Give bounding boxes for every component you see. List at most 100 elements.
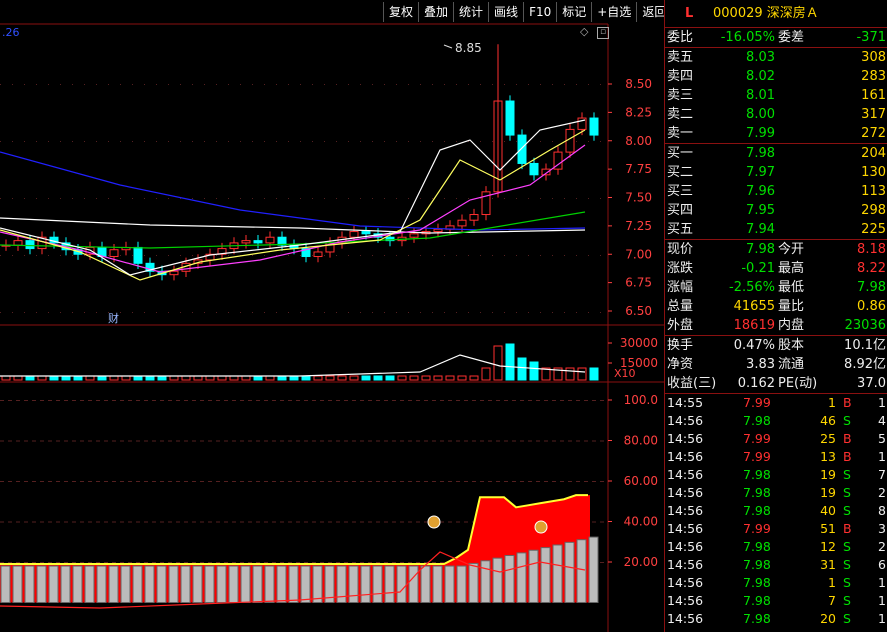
- grid-dash: [520, 440, 524, 442]
- ask-row[interactable]: 卖三 8.01 161: [667, 88, 886, 103]
- toolbar-button[interactable]: +自选: [591, 2, 636, 22]
- toolbar-button[interactable]: 叠加: [418, 2, 453, 22]
- indicator-bar: [300, 565, 311, 603]
- grid-dash: [400, 440, 404, 442]
- grid-dash: [216, 562, 220, 563]
- grid-dot: [264, 198, 265, 199]
- stat-row: 现价 7.98 今开 8.18: [667, 242, 886, 257]
- candle-body: [469, 214, 479, 221]
- grid-dash: [232, 440, 236, 442]
- grid-dash: [40, 400, 44, 401]
- diamond-icon: ◇: [580, 25, 589, 38]
- grid-dot: [180, 141, 181, 142]
- grid-dash: [512, 400, 516, 401]
- grid-dash: [296, 562, 300, 563]
- grid-dot: [288, 141, 289, 142]
- indicator-tick-label: 60.00: [624, 474, 658, 488]
- grid-dash: [152, 562, 156, 563]
- grid-dot: [336, 141, 337, 142]
- tick-list[interactable]: 14:55 7.99 1 B 1 14:56 7.98 46 S 4 14:56 7.99 25 B 5 14…: [665, 394, 887, 628]
- grid-dash: [240, 521, 244, 523]
- volume-bar: [445, 375, 455, 381]
- grid-dash: [96, 440, 100, 442]
- grid-dash: [384, 562, 388, 563]
- grid-dot: [336, 198, 337, 199]
- grid-dash: [32, 481, 36, 482]
- grid-dash: [168, 521, 172, 523]
- grid-dot: [348, 198, 349, 199]
- grid-dot: [96, 312, 97, 313]
- grid-dash: [80, 521, 84, 523]
- grid-dash: [48, 440, 52, 442]
- grid-dash: [336, 440, 340, 442]
- grid-dot: [48, 255, 49, 256]
- grid-dot: [168, 312, 169, 313]
- indicator-yellow-line: [0, 494, 588, 566]
- toolbar-button[interactable]: 标记: [556, 2, 591, 22]
- volume-bar: [337, 375, 347, 381]
- indicator-bar: [0, 565, 11, 603]
- grid-dash: [504, 440, 508, 442]
- indicator-bar: [204, 565, 215, 603]
- grid-dash: [304, 481, 308, 482]
- bid-row[interactable]: 买五 7.94 225: [667, 222, 886, 237]
- grid-dot: [516, 141, 517, 142]
- grid-dash: [552, 481, 556, 482]
- grid-dash: [480, 440, 484, 442]
- bid-row[interactable]: 买三 7.96 113: [667, 184, 886, 199]
- indicator-bar: [312, 565, 323, 603]
- grid-dot: [300, 198, 301, 199]
- grid-dash: [0, 481, 4, 482]
- grid-dot: [60, 84, 61, 85]
- grid-dash: [64, 562, 68, 563]
- toolbar-button[interactable]: 统计: [453, 2, 488, 22]
- grid-dash: [464, 400, 468, 401]
- candle-body: [109, 249, 119, 258]
- grid-dot: [552, 84, 553, 85]
- ask-row[interactable]: 卖二 8.00 317: [667, 107, 886, 122]
- grid-dash: [552, 440, 556, 442]
- grid-dot: [552, 141, 553, 142]
- grid-dot: [216, 198, 217, 199]
- ask-row[interactable]: 卖五 8.03 308: [667, 50, 886, 65]
- stock-title[interactable]: 000029 深深房Ａ: [713, 6, 819, 21]
- toolbar-button[interactable]: 画线: [488, 2, 523, 22]
- collapse-icon[interactable]: ▫: [597, 27, 609, 39]
- toolbar-button[interactable]: F10: [523, 2, 556, 22]
- grid-dot: [552, 312, 553, 313]
- indicator-bar: [492, 557, 503, 604]
- grid-dot: [120, 312, 121, 313]
- chart-area[interactable]: 8.50 8.25 8.00 7.75 7.50 7.25 7.00 6.75 6.50 .26 8…: [0, 0, 664, 632]
- indicator-bar: [144, 565, 155, 603]
- grid-dash: [128, 400, 132, 401]
- volume-bar: [325, 375, 335, 381]
- grid-dash: [600, 440, 604, 442]
- indicator-bar: [516, 552, 527, 604]
- volume-bar: [565, 367, 575, 381]
- grid-dot: [24, 84, 25, 85]
- grid-dash: [24, 440, 28, 442]
- grid-dot: [588, 312, 589, 313]
- grid-dash: [392, 400, 396, 401]
- volume-ma-line: [0, 354, 586, 377]
- grid-dash: [448, 481, 452, 482]
- grid-dash: [96, 562, 100, 563]
- grid-dash: [416, 440, 420, 442]
- volume-bar: [433, 375, 443, 381]
- grid-dot: [192, 84, 193, 85]
- grid-dash: [448, 400, 452, 401]
- toolbar-button[interactable]: 复权: [383, 2, 418, 22]
- volume-bar: [421, 375, 431, 381]
- toolbar-button[interactable]: 返回: [636, 2, 671, 22]
- bid-row[interactable]: 买四 7.95 298: [667, 203, 886, 218]
- grid-dot: [396, 312, 397, 313]
- ask-row[interactable]: 卖一 7.99 272: [667, 126, 886, 141]
- grid-dash: [160, 400, 164, 401]
- grid-dot: [444, 198, 445, 199]
- bid-row[interactable]: 买二 7.97 130: [667, 165, 886, 180]
- bid-row[interactable]: 买一 7.98 204: [667, 146, 886, 161]
- ask-row[interactable]: 卖四 8.02 283: [667, 69, 886, 84]
- price-tick-label: 8.25: [625, 105, 652, 119]
- indicator-bar: [540, 547, 551, 603]
- grid-dot: [324, 198, 325, 199]
